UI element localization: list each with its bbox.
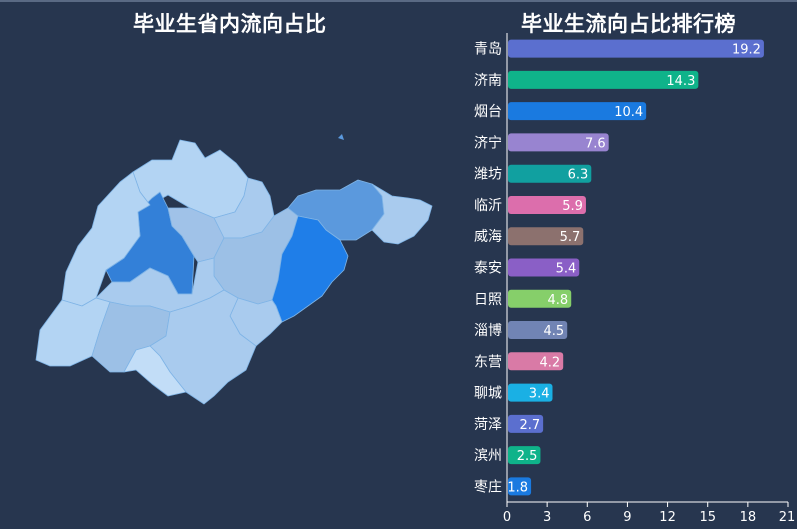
bar-layer: 青岛 19.2 济南 14.3 烟台 10.4 济宁 7.6 潍坊 6.3 临沂 5.9 威海 5.7 泰安…: [474, 39, 764, 496]
value-label: 1.8: [507, 480, 528, 495]
bar[interactable]: [508, 164, 592, 183]
bar[interactable]: [508, 102, 647, 121]
value-label: 2.5: [517, 449, 538, 464]
category-label: 潍坊: [474, 167, 502, 183]
value-label: 5.9: [562, 199, 583, 214]
map-region-weihai[interactable]: [371, 183, 433, 245]
bar[interactable]: [508, 70, 699, 89]
x-tick-label: 15: [699, 510, 716, 525]
x-tick-label: 12: [659, 510, 676, 525]
value-label: 10.4: [614, 105, 643, 120]
value-label: 4.2: [540, 355, 561, 370]
category-label: 济宁: [474, 134, 502, 151]
map-region-liaocheng[interactable]: [61, 171, 151, 307]
value-label: 14.3: [666, 74, 695, 89]
bar[interactable]: [508, 258, 580, 277]
category-label: 枣庄: [474, 478, 502, 495]
map-coast-islands: [338, 134, 344, 140]
category-label: 日照: [474, 292, 502, 308]
top-border: [0, 0, 797, 2]
category-label: 临沂: [474, 198, 502, 214]
value-label: 5.4: [556, 262, 577, 277]
category-label: 东营: [474, 354, 502, 370]
category-label: 泰安: [474, 261, 502, 277]
x-tick-label: 3: [543, 510, 551, 525]
bar[interactable]: [508, 383, 553, 402]
map-region-zaozhuang[interactable]: [123, 345, 187, 397]
map-region-qingdao[interactable]: [271, 215, 349, 323]
value-label: 2.7: [519, 418, 540, 433]
x-tick-label: 6: [583, 510, 591, 525]
category-label: 淄博: [474, 322, 502, 339]
bar[interactable]: [508, 195, 586, 214]
bar[interactable]: [508, 414, 544, 433]
bar[interactable]: [508, 321, 568, 340]
category-label: 滨州: [474, 448, 502, 464]
map-title: 毕业生省内流向占比: [133, 12, 327, 36]
value-label: 3.4: [529, 387, 550, 402]
x-tick-layer: 0 3 6 9 12 15 18 21: [503, 502, 795, 525]
bar[interactable]: [508, 133, 609, 152]
bar[interactable]: [508, 352, 564, 371]
bar[interactable]: [508, 446, 541, 465]
x-tick-label: 21: [779, 510, 796, 525]
bar[interactable]: [508, 39, 764, 58]
bar[interactable]: [508, 227, 584, 246]
category-label: 威海: [474, 229, 502, 245]
category-label: 济南: [474, 73, 502, 89]
value-label: 6.3: [568, 168, 589, 183]
value-label: 7.6: [585, 136, 606, 151]
bar[interactable]: [508, 289, 572, 308]
bar[interactable]: [508, 477, 532, 496]
bar-chart-title: 毕业生流向占比排行榜: [521, 12, 736, 36]
value-label: 4.8: [548, 293, 569, 308]
category-label: 青岛: [474, 42, 502, 58]
x-tick-label: 9: [623, 510, 631, 525]
value-label: 4.5: [544, 324, 565, 339]
category-label: 聊城: [474, 386, 502, 402]
x-tick-label: 18: [740, 510, 757, 525]
value-label: 19.2: [732, 43, 761, 58]
shandong-map: [35, 134, 433, 405]
value-label: 5.7: [560, 230, 581, 245]
category-label: 烟台: [474, 104, 502, 120]
category-label: 菏泽: [474, 417, 502, 433]
x-tick-label: 0: [503, 510, 511, 525]
